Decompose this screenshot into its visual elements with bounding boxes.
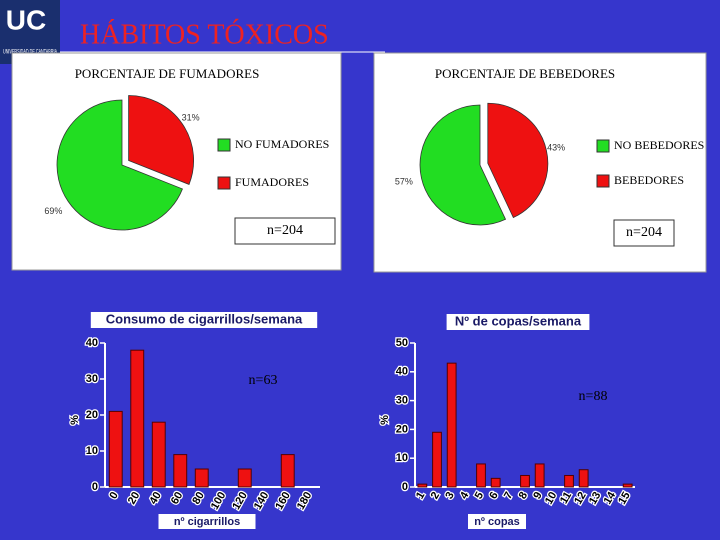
title-box: [446, 314, 590, 330]
annotation: n=63: [249, 373, 278, 388]
bar: [108, 410, 123, 488]
y-tick-label: 50: [396, 337, 408, 349]
legend-label: NO FUMADORES: [235, 137, 329, 151]
bar: [622, 483, 633, 488]
legend-label: BEBEDORES: [614, 173, 684, 187]
bar: [534, 463, 545, 488]
y-tick-label: 40: [86, 337, 98, 349]
x-label-box: [158, 514, 256, 529]
legend-label: FUMADORES: [235, 175, 309, 189]
annotation: n=88: [579, 389, 608, 404]
bar: [173, 454, 188, 488]
x-axis-label: nº copas: [474, 516, 520, 528]
chart-title: PORCENTAJE DE FUMADORES: [75, 66, 260, 81]
bar: [446, 362, 457, 488]
slice-label: 57%: [395, 176, 413, 186]
y-tick-label: 10: [396, 452, 408, 464]
y-tick-label: 0: [92, 481, 98, 493]
bar: [194, 468, 209, 488]
y-axis-label: %: [379, 415, 391, 425]
y-tick-label: 40: [396, 366, 408, 378]
bar: [564, 474, 574, 488]
annotation-box: [613, 219, 675, 247]
y-axis-label: %: [69, 415, 81, 425]
y-tick-label: 30: [396, 395, 408, 407]
bar: [130, 349, 145, 488]
y-tick-label: 20: [396, 423, 408, 435]
chart-title: Nº de copas/semana: [455, 313, 582, 328]
logo: UC: [6, 4, 46, 35]
chart-title: PORCENTAJE DE BEBEDORES: [435, 66, 615, 81]
bar: [417, 483, 428, 488]
pie-slice: [487, 102, 549, 219]
bar: [578, 469, 589, 488]
bar: [490, 477, 501, 488]
x-label-box: [468, 514, 526, 529]
pie-slice: [128, 95, 194, 185]
pie-slice: [56, 99, 183, 231]
y-tick-label: 20: [86, 409, 98, 421]
slide-title: HÁBITOS TÓXICOS: [80, 19, 329, 50]
bar: [520, 474, 530, 488]
slice-label: 43%: [547, 142, 565, 152]
bar: [432, 431, 442, 488]
chart-title: Consumo de cigarrillos/semana: [106, 311, 303, 326]
annotation-box: [234, 217, 336, 245]
legend-label: NO BEBEDORES: [614, 138, 704, 152]
legend-swatch: [217, 138, 231, 152]
slice-label: 69%: [44, 206, 62, 216]
bar: [280, 454, 295, 488]
annotation: n=204: [626, 225, 662, 240]
slice-label: 31%: [182, 113, 200, 123]
legend-swatch: [596, 174, 610, 188]
x-axis-label: nº cigarrillos: [174, 516, 240, 528]
bar: [237, 468, 252, 488]
annotation: n=204: [267, 223, 303, 238]
legend-swatch: [596, 139, 610, 153]
y-tick-label: 30: [86, 373, 98, 385]
y-tick-label: 10: [86, 445, 98, 457]
legend-swatch: [217, 176, 231, 190]
pie-slice: [419, 104, 507, 226]
y-tick-label: 0: [402, 481, 408, 493]
title-box: [90, 312, 318, 328]
bar: [151, 421, 166, 488]
bar: [476, 463, 486, 488]
